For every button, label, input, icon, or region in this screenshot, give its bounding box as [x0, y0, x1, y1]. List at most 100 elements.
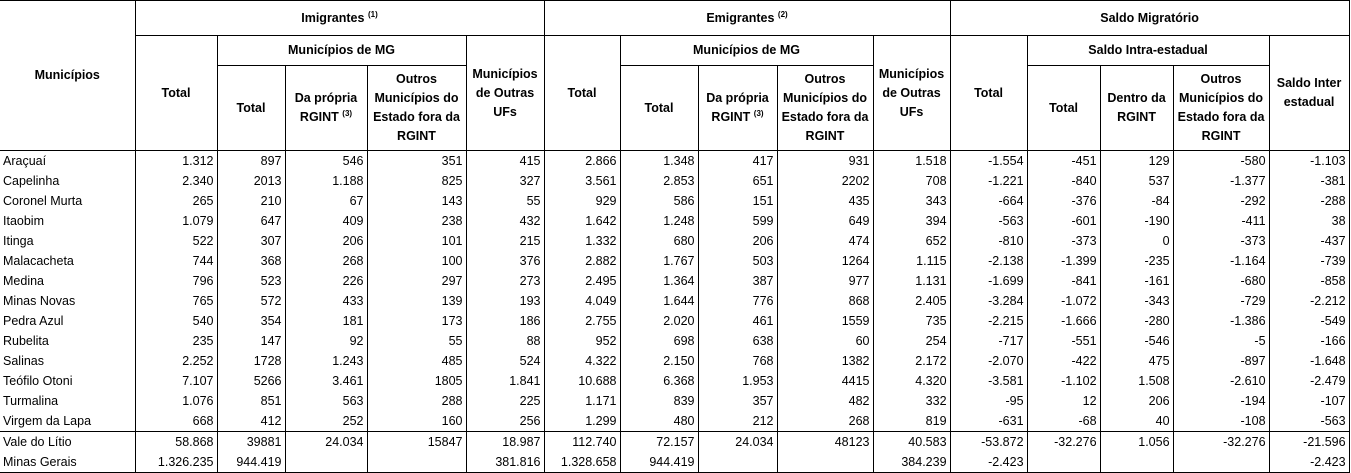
table-cell: 412	[216, 411, 285, 432]
table-cell: 1.076	[134, 391, 217, 411]
table-cell: 357	[697, 391, 777, 411]
table-cell: 72.157	[619, 431, 698, 452]
header-emig-municipios-mg: Municípios de MG	[619, 35, 873, 66]
table-cell: 4.049	[543, 291, 620, 311]
table-cell: -2.423	[1268, 452, 1350, 473]
table-cell: 2202	[776, 171, 873, 191]
table-cell: 307	[216, 231, 285, 251]
table-cell: -1.554	[949, 150, 1028, 171]
table-cell: 147	[216, 331, 285, 351]
table-row: Coronel Murta 265 210 67 143 55 929 586 151 435 34…	[0, 191, 1350, 211]
table-cell: 2.252	[134, 351, 217, 371]
table-cell: 1.518	[872, 150, 951, 171]
table-cell: 2.150	[619, 351, 698, 371]
table-cell: 252	[284, 411, 367, 432]
table-cell: -437	[1268, 231, 1350, 251]
header-emigrantes: Emigrantes (2)	[543, 0, 951, 36]
table-cell: 944.419	[216, 452, 285, 473]
header-imigrantes: Imigrantes (1)	[134, 0, 544, 36]
table-cell: -21.596	[1268, 431, 1350, 452]
table-cell: 2.405	[872, 291, 951, 311]
table-cell: -1.699	[949, 271, 1028, 291]
table-cell: -1.399	[1026, 251, 1101, 271]
table-cell: 1.348	[619, 150, 698, 171]
municipio-name: Itinga	[3, 234, 34, 248]
table-cell: 1.312	[134, 150, 217, 171]
table-cell: -451	[1026, 150, 1101, 171]
table-cell: 186	[465, 311, 544, 331]
table-cell: -1.072	[1026, 291, 1101, 311]
table-cell: -292	[1172, 191, 1270, 211]
header-municipios: Municípios	[0, 0, 135, 151]
table-cell: -381	[1268, 171, 1350, 191]
table-cell: 193	[465, 291, 544, 311]
table-cell: -288	[1268, 191, 1350, 211]
table-cell: 2.172	[872, 351, 951, 371]
header-saldo-outros-fora: Outros Municípios do Estado fora da RGIN…	[1172, 65, 1270, 151]
table-cell: 15847	[366, 431, 466, 452]
table-cell: 647	[216, 211, 285, 231]
table-cell: 1.056	[1099, 431, 1174, 452]
table-cell: 256	[465, 411, 544, 432]
table-cell: 415	[465, 150, 544, 171]
table-cell: -1.102	[1026, 371, 1101, 391]
table-cell: -3.581	[949, 371, 1028, 391]
table-cell: 851	[216, 391, 285, 411]
table-cell: -2.138	[949, 251, 1028, 271]
municipio-name: Salinas	[3, 354, 44, 368]
table-cell: 2.340	[134, 171, 217, 191]
table-row: Malacacheta 744 368 268 100 376 2.882 1.767 503 1…	[0, 251, 1350, 271]
table-cell: 1.642	[543, 211, 620, 231]
table-cell: 668	[134, 411, 217, 432]
table-cell: 332	[872, 391, 951, 411]
table-cell: 297	[366, 271, 466, 291]
table-cell: 4.320	[872, 371, 951, 391]
table-cell: -1.377	[1172, 171, 1270, 191]
table-cell	[1172, 452, 1270, 473]
table-cell: 417	[697, 150, 777, 171]
table-cell: 524	[465, 351, 544, 371]
table-cell: 2.866	[543, 150, 620, 171]
table-cell: 2.882	[543, 251, 620, 271]
table-cell: 1.953	[697, 371, 777, 391]
table-row: Rubelita 235 147 92 55 88 952 698 638 60 254 -717 -5…	[0, 331, 1350, 351]
table-cell: 546	[284, 150, 367, 171]
table-cell: 40	[1099, 411, 1174, 432]
table-cell: 206	[284, 231, 367, 251]
header-saldo-migratorio: Saldo Migratório	[949, 0, 1350, 36]
table-cell: 129	[1099, 150, 1174, 171]
table-cell: 38	[1268, 211, 1350, 231]
table-cell: 24.034	[284, 431, 367, 452]
table-cell: -1.666	[1026, 311, 1101, 331]
table-cell: -3.284	[949, 291, 1028, 311]
table-cell: 210	[216, 191, 285, 211]
table-cell: 1.243	[284, 351, 367, 371]
table-cell: 112.740	[543, 431, 620, 452]
table-cell: 1805	[366, 371, 466, 391]
table-cell: -95	[949, 391, 1028, 411]
table-cell: 1.364	[619, 271, 698, 291]
table-cell: -664	[949, 191, 1028, 211]
table-cell: 7.107	[134, 371, 217, 391]
table-cell: -373	[1026, 231, 1101, 251]
table-cell: -343	[1099, 291, 1174, 311]
municipio-name: Araçuaí	[3, 154, 47, 168]
table-cell: -373	[1172, 231, 1270, 251]
table-cell: 839	[619, 391, 698, 411]
table-cell: -858	[1268, 271, 1350, 291]
table-cell: -194	[1172, 391, 1270, 411]
table-cell: 55	[465, 191, 544, 211]
municipio-name: Capelinha	[3, 174, 60, 188]
municipio-name: Malacacheta	[3, 254, 74, 268]
table-cell: 173	[366, 311, 466, 331]
table-cell: 897	[216, 150, 285, 171]
table-cell: 1559	[776, 311, 873, 331]
table-cell: -190	[1099, 211, 1174, 231]
municipio-name: Pedra Azul	[3, 314, 64, 328]
table-cell: -729	[1172, 291, 1270, 311]
table-cell: -2.610	[1172, 371, 1270, 391]
table-cell: 238	[366, 211, 466, 231]
table-cell: 944.419	[619, 452, 698, 473]
municipio-name: Itaobim	[3, 214, 44, 228]
table-cell: -841	[1026, 271, 1101, 291]
